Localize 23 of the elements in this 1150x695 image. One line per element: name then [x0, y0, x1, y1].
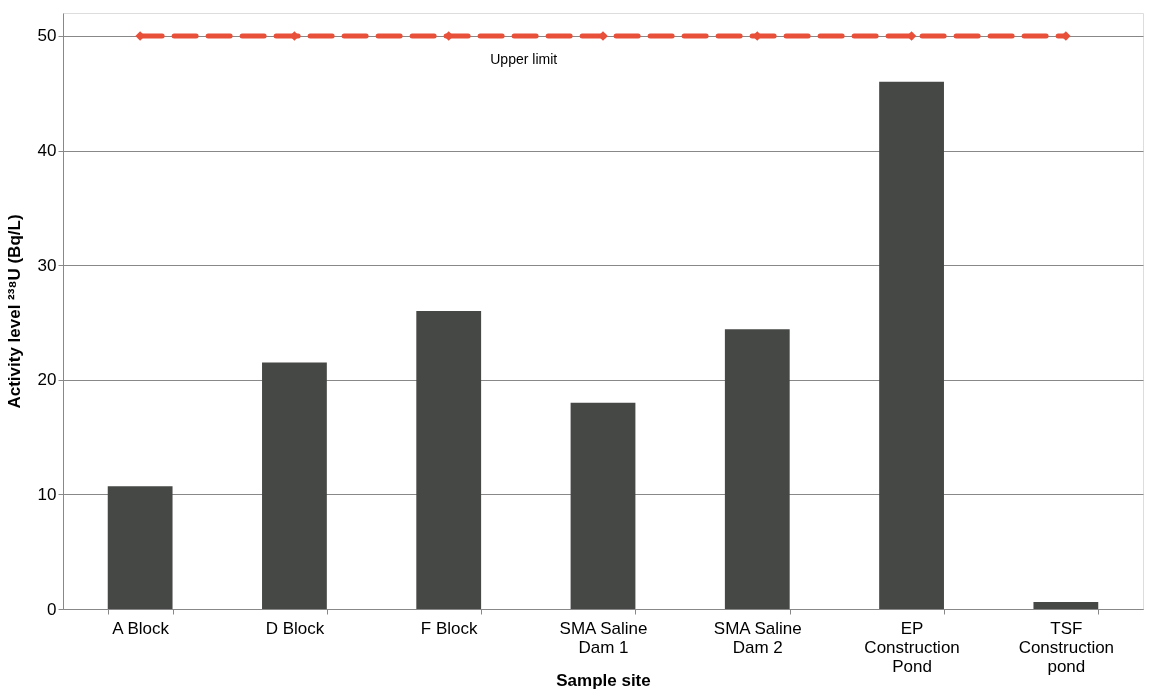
- bar: [570, 402, 636, 609]
- bar: [1033, 602, 1099, 609]
- bar: [724, 329, 790, 609]
- y-tick-label: 50: [37, 26, 57, 46]
- bar: [879, 81, 944, 609]
- series-label: Upper limit: [490, 50, 558, 67]
- x-tick-label: SMA Saline Dam 1: [559, 618, 648, 657]
- x-tick-label: F Block: [420, 618, 479, 638]
- y-tick-label: 20: [37, 370, 57, 390]
- bar: [262, 362, 327, 609]
- x-tick-label: SMA Saline Dam 2: [713, 618, 802, 657]
- x-tick-label: EP Construction Pond: [864, 618, 960, 676]
- y-tick-label: 40: [37, 141, 57, 161]
- y-tick-label: 30: [37, 255, 57, 275]
- x-axis-title: Sample site: [556, 670, 651, 690]
- x-tick-label: TSF Construction pond: [1018, 618, 1115, 676]
- y-tick-label: 10: [37, 484, 57, 504]
- y-tick-label: 0: [47, 599, 57, 619]
- bar: [107, 486, 173, 609]
- x-tick-label: D Block: [265, 618, 325, 638]
- y-axis-title: Activity level ²³⁸U (Bq/L): [4, 214, 24, 409]
- x-tick-label: A Block: [112, 618, 170, 638]
- bar: [416, 311, 482, 609]
